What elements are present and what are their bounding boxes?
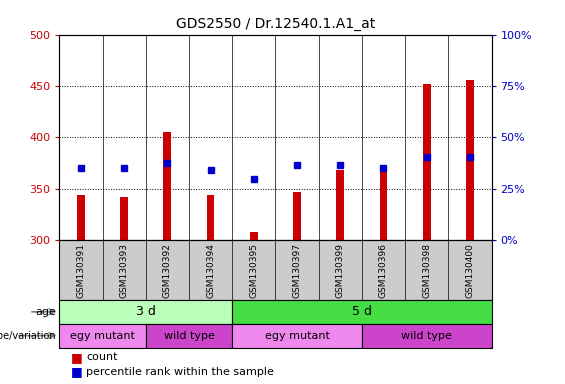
Title: GDS2550 / Dr.12540.1.A1_at: GDS2550 / Dr.12540.1.A1_at — [176, 17, 375, 31]
Text: genotype/variation: genotype/variation — [0, 331, 56, 341]
Bar — [336, 170, 344, 240]
Text: wild type: wild type — [163, 331, 215, 341]
Text: age: age — [36, 307, 56, 317]
Bar — [232, 300, 492, 324]
Text: wild type: wild type — [401, 331, 452, 341]
Text: ■: ■ — [71, 351, 82, 364]
Text: GSM130397: GSM130397 — [293, 243, 302, 298]
Text: egy mutant: egy mutant — [70, 331, 135, 341]
Text: 3 d: 3 d — [136, 305, 156, 318]
Bar — [380, 170, 388, 240]
Bar — [77, 195, 85, 240]
Text: GSM130396: GSM130396 — [379, 243, 388, 298]
Text: count: count — [86, 352, 118, 362]
Text: GSM130398: GSM130398 — [422, 243, 431, 298]
Bar — [362, 324, 492, 348]
Text: GSM130392: GSM130392 — [163, 243, 172, 298]
Bar — [120, 197, 128, 240]
Text: GSM130391: GSM130391 — [76, 243, 85, 298]
Text: egy mutant: egy mutant — [264, 331, 329, 341]
Bar — [163, 132, 171, 240]
Bar — [466, 80, 474, 240]
Bar — [232, 324, 362, 348]
Text: GSM130394: GSM130394 — [206, 243, 215, 298]
Bar — [207, 195, 215, 240]
Bar — [59, 324, 146, 348]
Bar — [146, 324, 232, 348]
Text: 5 d: 5 d — [352, 305, 372, 318]
Bar — [250, 232, 258, 240]
Bar — [423, 84, 431, 240]
Text: ■: ■ — [71, 365, 82, 378]
Bar — [59, 300, 232, 324]
Text: GSM130400: GSM130400 — [466, 243, 475, 298]
Text: GSM130395: GSM130395 — [249, 243, 258, 298]
Text: GSM130399: GSM130399 — [336, 243, 345, 298]
Bar — [293, 192, 301, 240]
Text: percentile rank within the sample: percentile rank within the sample — [86, 367, 275, 377]
Text: GSM130393: GSM130393 — [120, 243, 129, 298]
